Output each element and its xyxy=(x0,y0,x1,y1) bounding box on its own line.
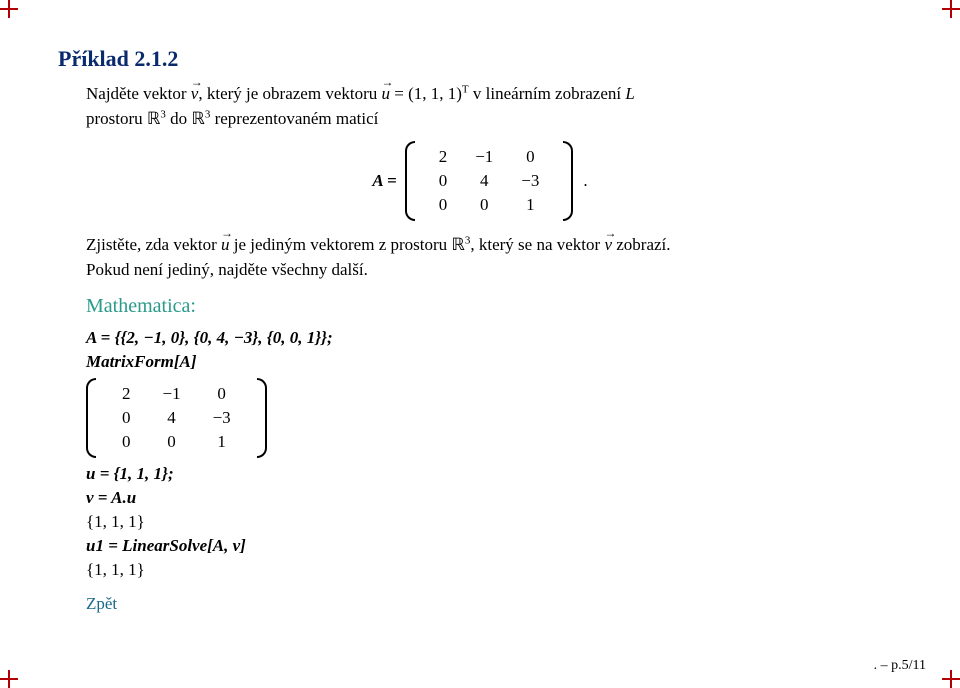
matrix-cell: −1 xyxy=(461,145,507,169)
problem-question: Zjistěte, zda vektor →u je jediným vekto… xyxy=(58,233,902,258)
paren-left xyxy=(405,141,415,221)
vector-u: →u xyxy=(221,233,230,258)
mathematica-heading: Mathematica: xyxy=(58,295,902,318)
matrix-out: 2−1004−3001 xyxy=(96,378,257,458)
matrix-cell: 0 xyxy=(147,430,197,454)
text: zobrazí. xyxy=(612,235,671,254)
matrix-cell: 0 xyxy=(106,406,147,430)
text: = (1, 1, 1) xyxy=(390,84,462,103)
text: Najděte vektor xyxy=(86,84,191,103)
paren-right xyxy=(257,378,267,458)
text: , který je obrazem vektoru xyxy=(198,84,381,103)
l-symbol: L xyxy=(625,84,634,103)
vector-u: →u xyxy=(382,82,391,107)
matrix-cell: 0 xyxy=(197,382,247,406)
matrix-cell: 1 xyxy=(197,430,247,454)
matrix-cell: 0 xyxy=(425,169,462,193)
matrix-cell: 1 xyxy=(507,193,553,217)
text: do ℝ xyxy=(166,109,205,128)
text: Zjistěte, zda vektor xyxy=(86,235,221,254)
crop-mark xyxy=(8,0,10,18)
matrix-cell: 2 xyxy=(425,145,462,169)
matrix-cell: 0 xyxy=(425,193,462,217)
vector-v: →v xyxy=(191,82,199,107)
matrix-cell: 4 xyxy=(147,406,197,430)
a-equals: A = xyxy=(372,171,396,191)
problem-note: Pokud není jediný, najděte všechny další… xyxy=(58,258,902,283)
matrix-cell: −1 xyxy=(147,382,197,406)
matrix-cell: 4 xyxy=(461,169,507,193)
page: Příklad 2.1.2 Najděte vektor →v, který j… xyxy=(18,18,942,670)
matrix-cell: −3 xyxy=(197,406,247,430)
text: v lineárním zobrazení xyxy=(469,84,626,103)
text: reprezentovaném maticí xyxy=(210,109,378,128)
problem-statement: Najděte vektor →v, který je obrazem vekt… xyxy=(58,82,902,131)
paren-left xyxy=(86,378,96,458)
page-number: . – p.5/11 xyxy=(874,658,926,674)
superscript-t: T xyxy=(462,83,469,95)
code-line: MatrixForm[A] xyxy=(86,352,902,372)
paren-right xyxy=(563,141,573,221)
code-line: v = A.u xyxy=(86,488,902,508)
mathematica-block: A = {{2, −1, 0}, {0, 4, −3}, {0, 0, 1}};… xyxy=(58,328,902,580)
code-line: A = {{2, −1, 0}, {0, 4, −3}, {0, 0, 1}}; xyxy=(86,328,902,348)
matrix-cell: 0 xyxy=(507,145,553,169)
text: je jediným vektorem z prostoru ℝ xyxy=(230,235,465,254)
crop-mark xyxy=(8,670,10,688)
matrix-cell: 0 xyxy=(106,430,147,454)
matrix-equation: A = 2−1004−3001 . xyxy=(58,141,902,221)
matrix-cell: 0 xyxy=(461,193,507,217)
code-line: u1 = LinearSolve[A, v] xyxy=(86,536,902,556)
crop-mark xyxy=(950,670,952,688)
code-line: u = {1, 1, 1}; xyxy=(86,464,902,484)
example-title: Příklad 2.1.2 xyxy=(58,46,902,72)
matrix-a: 2−1004−3001 xyxy=(415,141,564,221)
matrix-output: 2−1004−3001 xyxy=(86,378,902,458)
back-link[interactable]: Zpět xyxy=(58,594,902,614)
text: , který se na vektor xyxy=(470,235,604,254)
vector-v: →v xyxy=(604,233,612,258)
text: prostoru ℝ xyxy=(86,109,160,128)
output-line: {1, 1, 1} xyxy=(86,560,902,580)
output-line: {1, 1, 1} xyxy=(86,512,902,532)
period: . xyxy=(583,171,587,191)
matrix-cell: 2 xyxy=(106,382,147,406)
matrix-cell: −3 xyxy=(507,169,553,193)
crop-mark xyxy=(950,0,952,18)
